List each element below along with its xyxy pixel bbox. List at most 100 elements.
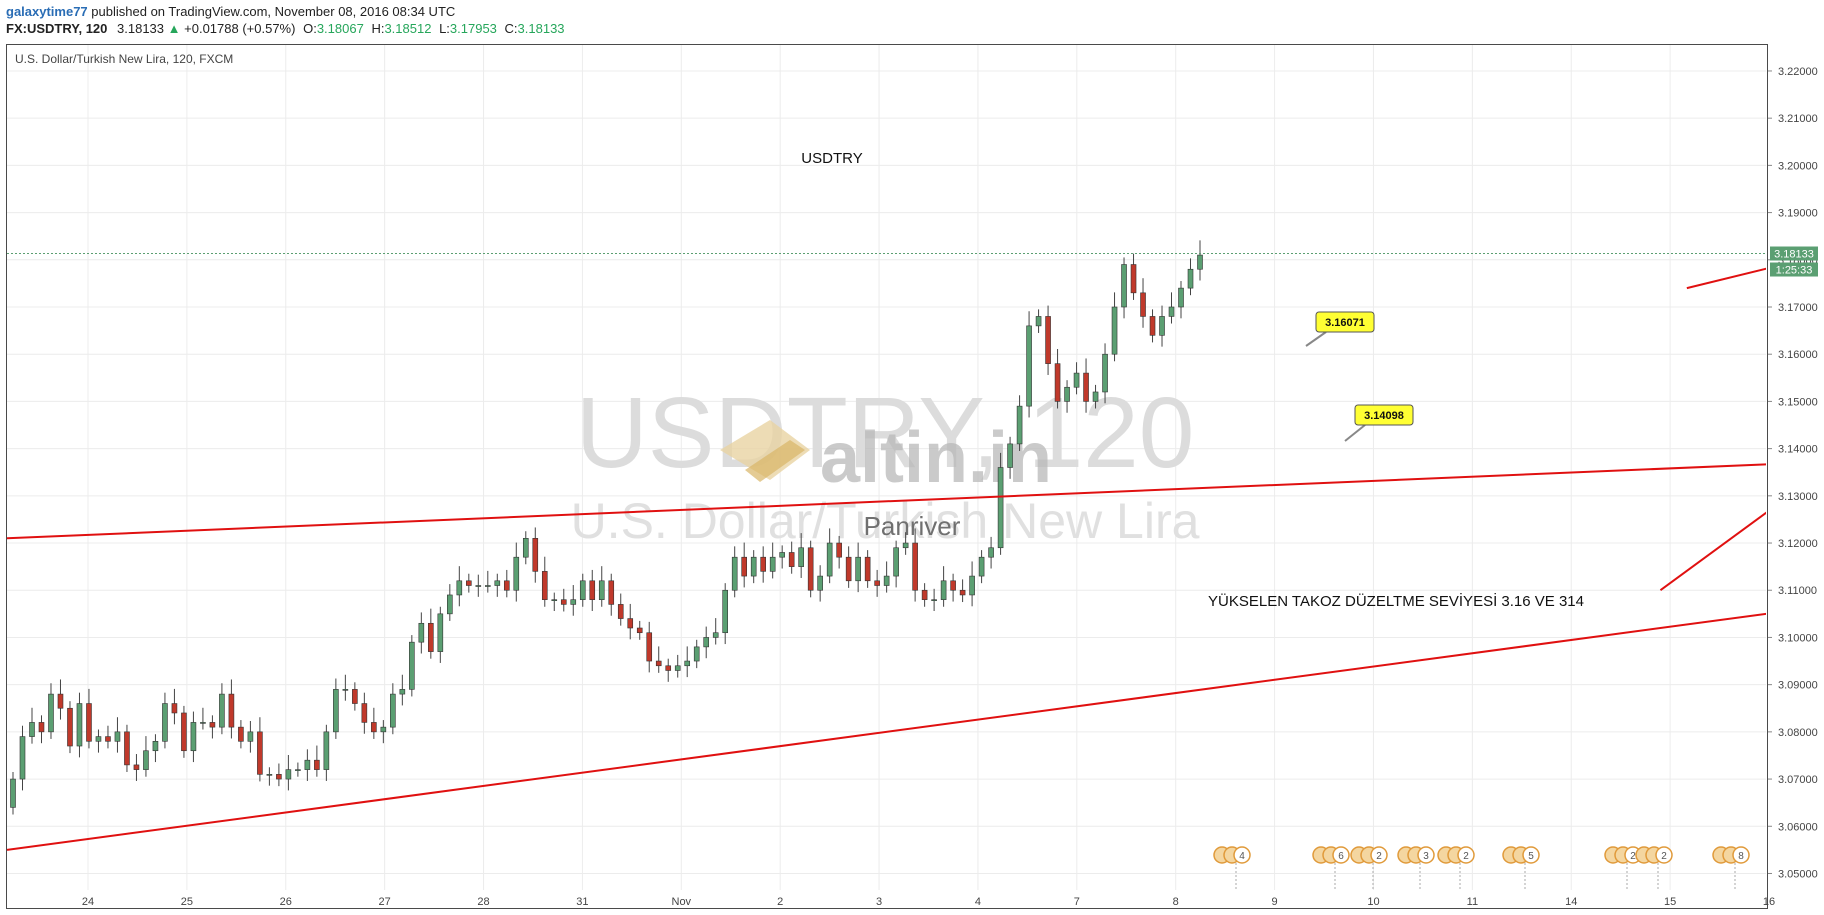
- publish-info: galaxytime77 published on TradingView.co…: [6, 4, 455, 19]
- chart-header: galaxytime77 published on TradingView.co…: [0, 0, 1824, 42]
- candle-body: [1064, 386, 1070, 402]
- candle-body: [38, 722, 45, 733]
- candle-body: [276, 774, 282, 780]
- candle-body: [598, 580, 605, 600]
- x-tick-label: 26: [280, 896, 292, 908]
- y-tick-label: 3.16000: [1778, 349, 1818, 361]
- candle-body: [855, 556, 861, 582]
- candle-body: [959, 589, 966, 596]
- chart-title: U.S. Dollar/Turkish New Lira, 120, FXCM: [15, 52, 234, 66]
- y-tick-label: 3.09000: [1778, 680, 1818, 692]
- low-label: L:: [439, 21, 450, 36]
- candle-body: [1026, 325, 1032, 407]
- candle-body: [285, 769, 292, 780]
- candle-body: [883, 575, 890, 586]
- x-tick-label: 27: [379, 896, 391, 908]
- candle-body: [579, 580, 586, 600]
- candle-body: [665, 665, 672, 671]
- candle-body: [1197, 254, 1203, 270]
- event-count-badge: [1332, 846, 1350, 864]
- low-value: 3.17953: [449, 21, 497, 36]
- x-tick-label: 10: [1367, 896, 1379, 908]
- candle-body: [1092, 391, 1099, 402]
- candle-body: [769, 556, 776, 572]
- logo-stroke: [745, 440, 805, 482]
- candle-body: [48, 693, 54, 733]
- author-link[interactable]: galaxytime77: [6, 4, 88, 19]
- candle-body: [921, 589, 928, 600]
- candle-body: [1102, 353, 1108, 393]
- event-count-label: 4: [1239, 851, 1245, 862]
- candle-body: [513, 556, 520, 591]
- candle-body: [997, 467, 1004, 549]
- candle-body: [181, 712, 187, 752]
- candle-body: [779, 552, 785, 558]
- x-tick-label: 24: [82, 896, 94, 908]
- watermark-logo-icon: [720, 420, 810, 482]
- event-count-badge: [1370, 846, 1388, 864]
- candle-body: [940, 580, 947, 600]
- y-tick-label: 3.19000: [1778, 208, 1818, 220]
- event-count-label: 2: [1376, 851, 1382, 862]
- open-value: 3.18067: [316, 21, 364, 36]
- candle-body: [1187, 268, 1194, 289]
- symbol-label: FX:USDTRY, 120: [6, 21, 108, 36]
- candle-body: [95, 736, 102, 742]
- candle-body: [684, 660, 691, 667]
- y-tick-label: 3.11000: [1778, 585, 1817, 597]
- y-tick-label: 3.13000: [1778, 491, 1818, 503]
- candle-body: [323, 731, 330, 770]
- event-count-badge: [1655, 846, 1673, 864]
- candle-body: [760, 556, 766, 572]
- candle-body: [750, 556, 757, 577]
- trendline: [7, 612, 1766, 851]
- candle-body: [86, 703, 92, 742]
- candle-body: [133, 764, 140, 770]
- candle-body: [1111, 306, 1118, 355]
- event-count-badge: [1233, 846, 1251, 864]
- logo-diamond: [720, 420, 810, 480]
- y-tick-label: 3.21000: [1778, 113, 1818, 125]
- candle-body: [864, 556, 871, 582]
- candle-body: [646, 632, 653, 662]
- candle-body: [1149, 316, 1156, 336]
- watermark-symbol: USDTRY, 120: [576, 377, 1195, 489]
- candle-body: [931, 599, 937, 601]
- candle-body: [409, 641, 415, 690]
- candle-body: [124, 731, 130, 766]
- candle-body: [333, 689, 339, 733]
- chart-frame[interactable]: [6, 44, 1768, 909]
- candle-body: [570, 599, 577, 605]
- candle-body: [447, 594, 453, 615]
- high-value: 3.18512: [384, 21, 432, 36]
- y-tick-label: 3.08000: [1778, 727, 1818, 739]
- event-count-label: 2: [1661, 851, 1667, 862]
- candle-body: [475, 585, 482, 587]
- candle-body: [295, 769, 301, 771]
- candle-body: [371, 722, 377, 733]
- candle-body: [76, 703, 83, 747]
- candle-body: [674, 665, 681, 671]
- countdown-tag: [1770, 262, 1818, 277]
- candle-body: [437, 613, 444, 652]
- candle-body: [19, 736, 26, 780]
- candle-body: [798, 547, 804, 567]
- event-count-label: 2: [1630, 851, 1636, 862]
- candle-body: [484, 585, 491, 587]
- callout-pointer: [1344, 424, 1366, 442]
- candle-body: [703, 637, 710, 648]
- callout-label: 3.16071: [1325, 317, 1365, 329]
- candle-body: [466, 580, 472, 586]
- candle-body: [1073, 372, 1080, 388]
- last-price-tag: [1770, 246, 1818, 261]
- candle-body: [551, 599, 558, 601]
- candle-body: [304, 759, 311, 770]
- candle-body: [817, 575, 823, 591]
- candle-body: [988, 547, 994, 558]
- annotation-note: YÜKSELEN TAKOZ DÜZELTME SEVİYESİ 3.16 VE…: [1208, 592, 1584, 610]
- candle-body: [836, 542, 842, 558]
- y-tick-label: 3.06000: [1778, 821, 1818, 833]
- candle-body: [10, 778, 16, 808]
